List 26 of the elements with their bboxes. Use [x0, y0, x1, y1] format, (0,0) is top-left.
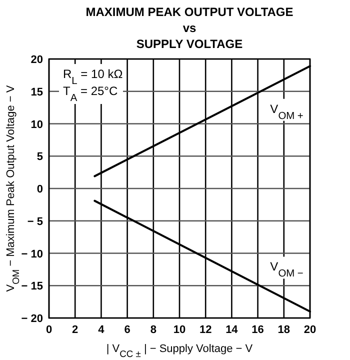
x-tick-label: 12	[199, 324, 212, 336]
y-tick-label: 15	[30, 86, 43, 98]
x-tick-label: 16	[252, 324, 264, 336]
y-tick-label: − 20	[21, 313, 43, 325]
y-tick-label: − 5	[27, 216, 43, 228]
chart-title: MAXIMUM PEAK OUTPUT VOLTAGE vs SUPPLY VOLTAGE	[86, 5, 294, 51]
x-tick-label: 6	[124, 324, 130, 336]
x-tick-label: 0	[46, 324, 52, 336]
y-tick-label: 5	[36, 151, 43, 164]
annotation: R$_{L}$ = 10 kΩ	[63, 67, 123, 86]
series-label: V$_{OM −}$	[270, 260, 304, 280]
y-tick-label: 20	[30, 54, 43, 66]
x-tick-label: 20	[304, 324, 316, 336]
series-label: V$_{OM +}$	[270, 102, 304, 122]
x-tick-label: 4	[98, 324, 106, 336]
y-tick-label: 0	[36, 184, 43, 196]
x-tick-label: 14	[226, 324, 239, 336]
x-axis-title: | V$_{CC ±}$ | − Supply Voltage − V	[106, 343, 254, 359]
x-tick-label: 8	[150, 324, 156, 336]
y-tick-label: − 15	[21, 280, 43, 293]
y-tick-label: 10	[30, 118, 43, 131]
annotation: T$_{A}$ = 25°C	[63, 84, 118, 104]
x-tick-label: 18	[278, 324, 290, 336]
x-tick-label: 2	[72, 324, 78, 336]
y-tick-label: − 10	[21, 248, 43, 260]
x-tick-label: 10	[173, 324, 186, 336]
